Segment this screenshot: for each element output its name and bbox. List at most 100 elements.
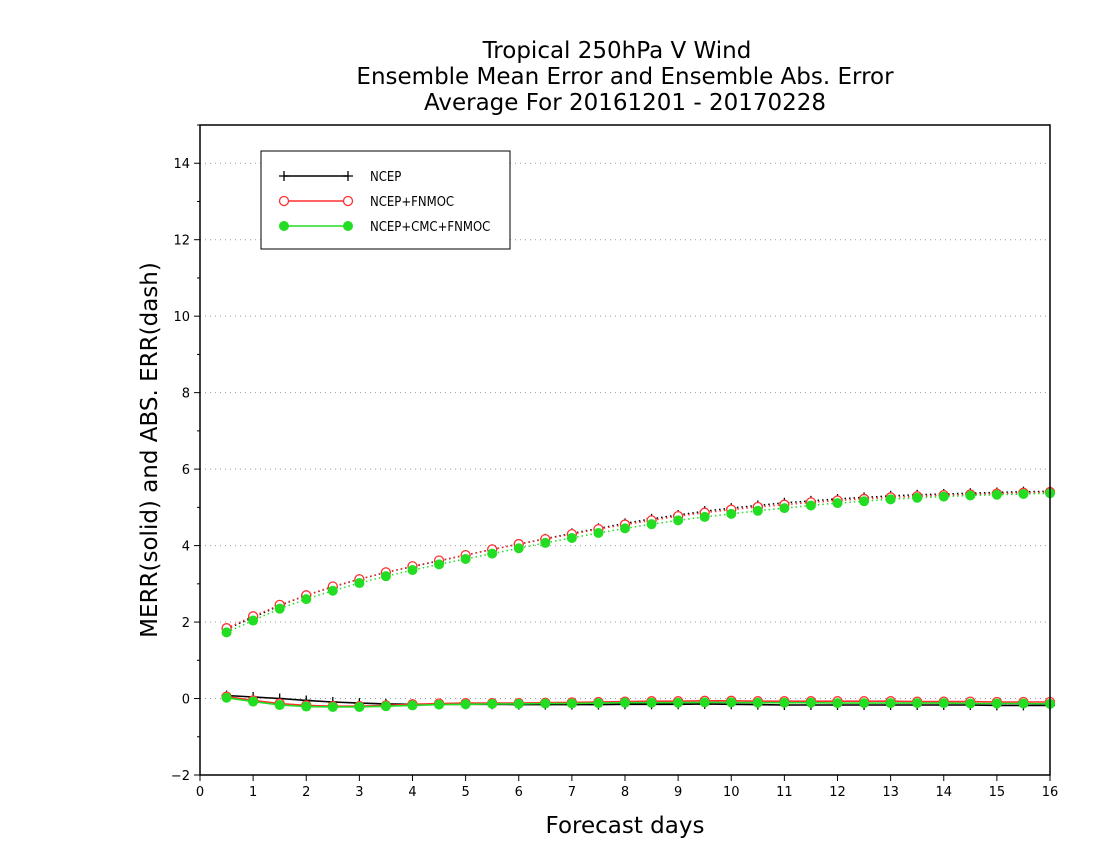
abs-error-point bbox=[593, 527, 604, 538]
mean-error-point bbox=[832, 698, 843, 709]
abs-error-point bbox=[779, 503, 790, 514]
mean-error-point bbox=[805, 697, 816, 708]
mean-error-point bbox=[593, 698, 604, 709]
abs-error-point bbox=[859, 496, 870, 507]
mean-error-point bbox=[938, 698, 949, 709]
abs-error-point bbox=[566, 532, 577, 543]
chart-title-line-1: Tropical 250hPa V Wind bbox=[482, 38, 752, 64]
x-tick-label: 7 bbox=[568, 785, 576, 800]
mean-error-point bbox=[779, 697, 790, 708]
mean-error-point bbox=[1018, 698, 1029, 709]
mean-error-point bbox=[912, 698, 923, 709]
y-tick-label: 2 bbox=[182, 616, 190, 631]
abs-error-point bbox=[513, 543, 524, 554]
legend-marker bbox=[343, 221, 353, 231]
legend-marker bbox=[279, 221, 289, 231]
mean-error-point bbox=[885, 698, 896, 709]
x-tick-label: 9 bbox=[674, 785, 682, 800]
mean-error-point bbox=[274, 700, 285, 711]
abs-error-point bbox=[726, 508, 737, 519]
mean-error-point bbox=[407, 700, 418, 711]
abs-error-point bbox=[407, 565, 418, 576]
abs-error-point bbox=[620, 523, 630, 534]
abs-error-point bbox=[540, 537, 551, 548]
chart-title-line-3: Average For 20161201 - 20170228 bbox=[424, 90, 826, 116]
abs-error-point bbox=[673, 515, 684, 526]
x-tick-label: 11 bbox=[776, 785, 793, 800]
mean-error-point bbox=[965, 698, 976, 709]
abs-error-point bbox=[832, 498, 843, 509]
series-ncep-cmc-fnmoc bbox=[221, 488, 1055, 712]
mean-error-point bbox=[487, 698, 498, 709]
legend-marker bbox=[278, 195, 290, 207]
y-axis-title: MERR(solid) and ABS. ERR(dash) bbox=[137, 262, 163, 638]
x-tick-label: 15 bbox=[989, 785, 1006, 800]
abs-error-point bbox=[938, 491, 949, 502]
abs-error-point bbox=[885, 494, 896, 505]
mean-error-point bbox=[327, 701, 338, 712]
abs-error-point bbox=[699, 511, 710, 522]
x-axis-title: Forecast days bbox=[546, 813, 705, 839]
x-tick-label: 6 bbox=[515, 785, 523, 800]
mean-error-point bbox=[301, 701, 312, 712]
mean-error-point bbox=[991, 698, 1002, 709]
x-tick-label: 10 bbox=[723, 785, 740, 800]
chart-title-line-2: Ensemble Mean Error and Ensemble Abs. Er… bbox=[356, 64, 894, 90]
x-tick-label: 13 bbox=[882, 785, 899, 800]
legend-box bbox=[260, 150, 511, 250]
y-tick-label: 14 bbox=[173, 157, 190, 172]
abs-error-point bbox=[752, 505, 763, 516]
abs-error-point bbox=[380, 571, 391, 582]
abs-error-point bbox=[991, 489, 1002, 500]
legend-entries: NCEP NCEP+FNMOC NCEP+CMC+FNMOC bbox=[278, 170, 490, 235]
mean-error-point bbox=[460, 699, 471, 710]
abs-error-point bbox=[487, 548, 498, 559]
x-tick-label: 14 bbox=[935, 785, 952, 800]
x-tick-label: 3 bbox=[355, 785, 363, 800]
y-tick-label: 6 bbox=[182, 463, 190, 478]
abs-error-point bbox=[274, 603, 285, 614]
x-tick-label: 4 bbox=[408, 785, 416, 800]
mean-error-point bbox=[513, 698, 524, 709]
y-tick-label: 4 bbox=[182, 540, 190, 555]
legend-label: NCEP+CMC+FNMOC bbox=[370, 220, 490, 235]
legend-marker bbox=[342, 195, 354, 207]
y-tick-label: 0 bbox=[182, 693, 190, 708]
y-tick-label: 8 bbox=[182, 387, 190, 402]
mean-error-point bbox=[752, 697, 763, 708]
mean-error-point bbox=[859, 698, 870, 709]
abs-error-point bbox=[221, 627, 232, 638]
mean-error-point bbox=[221, 692, 232, 703]
legend-label: NCEP bbox=[370, 170, 401, 185]
mean-error-point bbox=[380, 701, 391, 712]
abs-error-point bbox=[354, 578, 365, 589]
legend-marker bbox=[279, 171, 289, 181]
x-tick-label: 8 bbox=[621, 785, 629, 800]
mean-error-point bbox=[354, 701, 365, 712]
abs-error-point bbox=[460, 553, 471, 564]
y-tick-label: 12 bbox=[173, 234, 190, 249]
mean-error-point bbox=[726, 697, 737, 708]
abs-error-point bbox=[912, 492, 923, 503]
abs-error-point bbox=[1018, 488, 1029, 499]
legend: NCEP NCEP+FNMOC NCEP+CMC+FNMOC bbox=[260, 150, 511, 250]
legend-label: NCEP+FNMOC bbox=[370, 195, 454, 210]
mean-error-point bbox=[646, 697, 657, 708]
mean-error-point bbox=[434, 699, 445, 710]
y-tick-label: 10 bbox=[173, 310, 190, 325]
mean-error-point bbox=[673, 697, 684, 708]
mean-error-point bbox=[248, 696, 259, 707]
chart-title: Tropical 250hPa V Wind Ensemble Mean Err… bbox=[356, 38, 894, 116]
mean-error-point bbox=[540, 698, 551, 709]
mean-error-point bbox=[620, 697, 630, 708]
x-tick-label: 12 bbox=[829, 785, 846, 800]
abs-error-point bbox=[434, 559, 445, 570]
abs-error-point bbox=[965, 490, 976, 501]
abs-error-point bbox=[248, 615, 259, 626]
x-tick-label: 16 bbox=[1042, 785, 1059, 800]
x-tick-label: 2 bbox=[302, 785, 310, 800]
